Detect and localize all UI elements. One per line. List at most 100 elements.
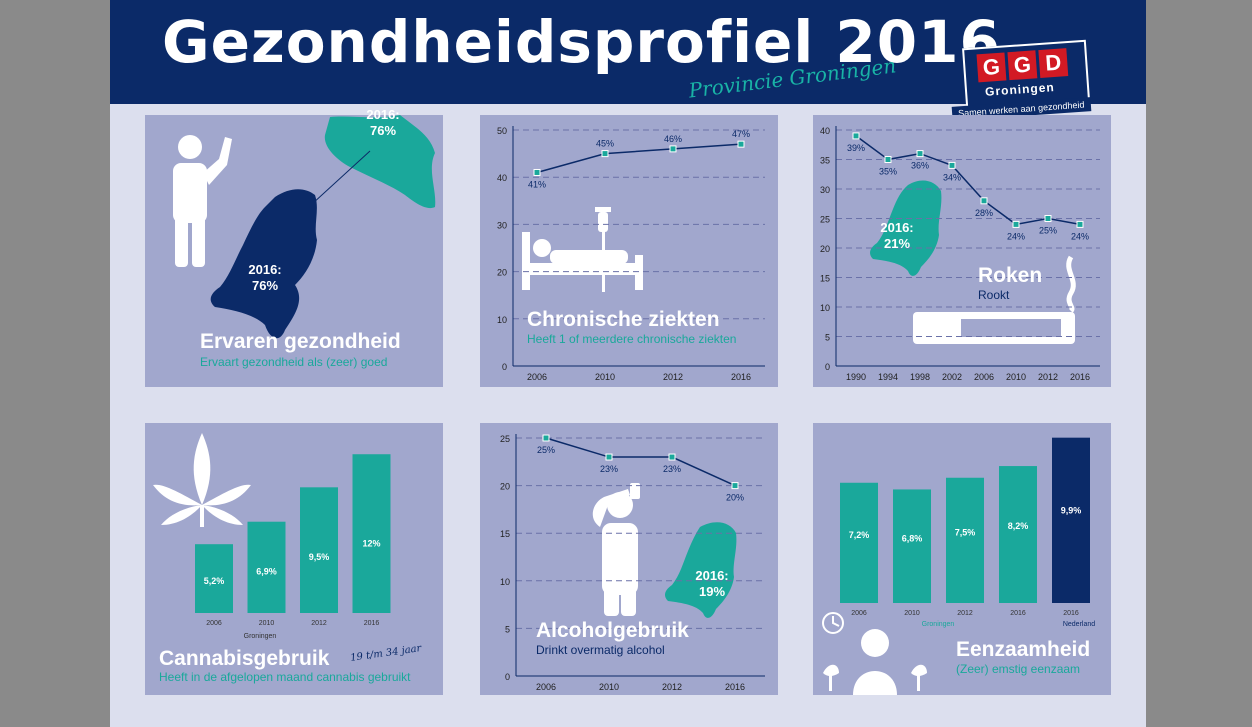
y-tick-label: 20 [497, 268, 507, 278]
bar [999, 466, 1037, 603]
x-tick-label: 2010 [595, 372, 615, 382]
group-label: Groningen [244, 633, 277, 640]
nederland-value-label: 2016: 21% [880, 220, 914, 251]
data-label: 9,5% [309, 552, 330, 562]
roken-chart: 0 5 10 15 20 25 30 35 40 1990 1994 1998 2002 2006 2010… [820, 126, 1100, 382]
y-tick-label: 10 [500, 577, 510, 587]
y-tick-label: 5 [825, 333, 830, 343]
y-tick-label: 40 [820, 126, 830, 136]
cannabis-leaf-icon [153, 433, 251, 527]
data-point [668, 453, 676, 461]
clock-icon [822, 612, 844, 634]
data-point [980, 197, 988, 205]
data-point [1076, 220, 1084, 228]
x-tick-label: 1998 [910, 372, 930, 382]
data-label: 6,9% [256, 567, 277, 577]
x-tick-label: 2016 [725, 682, 745, 692]
y-tick-label: 0 [502, 362, 507, 372]
ggd-logo: G G D Groningen Samen werken aan gezondh… [951, 39, 1091, 121]
bar [195, 544, 233, 613]
x-tick-label: 2012 [663, 372, 683, 382]
netherlands-map [210, 189, 317, 339]
groningen-map [324, 115, 436, 209]
y-tick-label: 20 [820, 244, 830, 254]
data-label: 34% [943, 172, 961, 182]
x-tick-label: 2016 [1070, 372, 1090, 382]
data-label: 5,2% [204, 576, 225, 586]
x-tick-label: 2012 [662, 682, 682, 692]
data-point [737, 140, 745, 148]
y-tick-label: 0 [825, 362, 830, 372]
data-label: 39% [847, 143, 865, 153]
y-tick-label: 0 [505, 672, 510, 682]
data-point [731, 482, 739, 490]
x-tick-label: 2006 [851, 610, 867, 617]
nederland-value-label: 2016: 76% [248, 262, 282, 293]
lonely-person-icon [823, 629, 927, 695]
eenzaam-chart: 7,2% 2006 6,8% 2010 7,5% 2012 8,2% 2016 9,9% 2016… [822, 437, 1095, 695]
data-label: 23% [663, 464, 681, 474]
poster: Gezondheidsprofiel 2016 Provincie Gronin… [110, 0, 1146, 727]
panel-roken: 0 5 10 15 20 25 30 35 40 1990 1994 1998 2002 2006 2010… [813, 115, 1111, 387]
x-tick-label: 2002 [942, 372, 962, 382]
logo-letter: G [976, 52, 1007, 83]
x-tick-label: 2012 [957, 610, 973, 617]
data-label: 35% [879, 167, 897, 177]
group-label: Groningen [922, 621, 955, 628]
data-point [533, 168, 541, 176]
data-point [605, 453, 613, 461]
bar [840, 482, 878, 603]
x-tick-label: 2016 [731, 372, 751, 382]
x-tick-label: 2006 [527, 372, 547, 382]
chart-gridlines [513, 129, 765, 320]
data-point [884, 156, 892, 163]
x-tick-label: 2016 [1063, 610, 1079, 617]
data-point [852, 132, 860, 140]
chart-gridlines [836, 129, 1100, 337]
data-label: 24% [1071, 231, 1089, 241]
hospital-bed-icon [522, 207, 643, 292]
data-point [948, 161, 956, 169]
data-label: 28% [975, 208, 993, 218]
logo-letter: G [1007, 50, 1038, 81]
panel-chronische-ziekten: 0 10 20 30 40 50 2006 2010 2012 2016 41% 45% 46% 47% … [480, 115, 778, 387]
y-tick-label: 10 [497, 315, 507, 325]
x-tick-label: 2006 [974, 372, 994, 382]
x-tick-label: 2012 [1038, 372, 1058, 382]
data-label: 9,9% [1061, 506, 1082, 516]
netherlands-map [665, 522, 737, 618]
data-label: 46% [664, 134, 682, 144]
y-tick-label: 20 [500, 482, 510, 492]
data-point [916, 150, 924, 158]
panel-title: Ervaren gezondheid [200, 330, 401, 353]
y-tick-label: 10 [820, 303, 830, 313]
y-tick-label: 30 [820, 185, 830, 195]
data-point [1044, 215, 1052, 222]
x-tick-label: 2006 [206, 620, 222, 627]
series-line [536, 143, 742, 174]
data-label: 41% [528, 179, 546, 189]
bar [352, 454, 391, 613]
logo-letter: D [1038, 48, 1069, 79]
data-label: 36% [911, 161, 929, 171]
y-tick-label: 15 [820, 274, 830, 284]
bar [893, 489, 931, 603]
data-label: 12% [362, 538, 380, 548]
alcohol-chart: 0 5 10 15 20 25 2006 2010 2012 2016 25% 23% 23% 20% [500, 434, 765, 692]
x-tick-label: 2010 [904, 610, 920, 617]
panel-cannabisgebruik: 5,2% 2006 6,9% 2010 9,5% 2012 12% 2016 Groningen… [145, 423, 443, 695]
panel-subtitle: Heeft 1 of meerdere chronische ziekten [527, 332, 737, 346]
y-tick-label: 25 [500, 434, 510, 444]
data-point [542, 434, 550, 442]
x-tick-label: 2010 [599, 682, 619, 692]
panel-alcoholgebruik: 0 5 10 15 20 25 2006 2010 2012 2016 25% 23% 23% 20% 2… [480, 423, 778, 695]
person-waving-icon [173, 135, 232, 267]
y-tick-label: 15 [500, 529, 510, 539]
data-label: 24% [1007, 231, 1025, 241]
data-label: 25% [1039, 226, 1057, 236]
panel-ervaren-gezondheid: 2016: 76% 2016: 76% Ervaren gezondheid E… [145, 107, 443, 387]
y-tick-label: 50 [497, 126, 507, 136]
y-tick-label: 5 [505, 624, 510, 634]
panel-subtitle: Ervaart gezondheid als (zeer) goed [200, 355, 388, 369]
group-label: Nederland [1063, 621, 1095, 628]
